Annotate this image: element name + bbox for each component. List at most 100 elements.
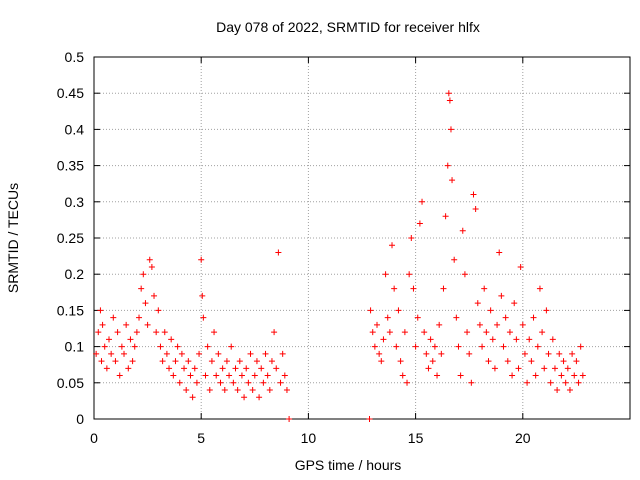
data-point [133,329,140,336]
data-point [268,358,275,365]
data-point [506,329,513,336]
data-point [442,213,449,220]
data-point [468,379,475,386]
y-tick-label: 0.15 [57,302,84,318]
data-point [93,350,100,357]
y-tick-label: 0.2 [65,266,85,282]
data-point [502,314,509,321]
data-point [198,256,205,263]
data-point [571,372,578,379]
data-point [440,285,447,292]
data-point [264,372,271,379]
data-point [114,329,121,336]
data-point [517,263,524,270]
data-point [208,358,215,365]
data-point [187,372,194,379]
data-point [138,285,145,292]
data-point [509,372,516,379]
data-point [539,329,546,336]
data-point [181,365,188,372]
data-point [251,372,258,379]
data-point [528,358,535,365]
data-point [446,97,453,104]
data-point [260,379,267,386]
data-point [204,343,211,350]
data-point [271,329,278,336]
data-point [112,358,119,365]
data-point [174,343,181,350]
data-point [427,336,434,343]
data-point [489,336,496,343]
data-point [464,329,471,336]
data-point [161,329,168,336]
data-point [472,206,479,213]
data-point [176,379,183,386]
data-point [110,314,117,321]
data-point [455,343,462,350]
y-tick-label: 0.45 [57,85,84,101]
data-point [491,365,498,372]
data-point [404,379,411,386]
data-point [511,300,518,307]
data-point [461,271,468,278]
data-point [545,350,552,357]
data-point [414,314,421,321]
data-point [498,292,505,299]
data-point [444,162,451,169]
data-point [419,198,426,205]
data-point [382,271,389,278]
data-point [200,314,207,321]
data-point [262,350,269,357]
data-point [479,343,486,350]
y-tick-label: 0.05 [57,375,84,391]
data-point [410,285,417,292]
data-point [466,350,473,357]
data-point [496,249,503,256]
data-point [215,350,222,357]
data-point [436,321,443,328]
data-point [144,321,151,328]
data-point [453,314,460,321]
data-point [391,285,398,292]
x-tick-label: 0 [90,430,98,446]
data-point [223,358,230,365]
data-point [389,242,396,249]
data-point [406,271,413,278]
data-point [393,343,400,350]
chart-title: Day 078 of 2022, SRMTID for receiver hlf… [216,19,480,35]
data-point [554,387,561,394]
data-point [279,350,286,357]
x-tick-label: 5 [197,430,205,446]
data-point [500,343,507,350]
data-point [451,256,458,263]
y-tick-label: 0.1 [65,339,85,355]
data-point [556,350,563,357]
data-point [526,336,533,343]
data-point [121,350,128,357]
x-tick-label: 20 [515,430,531,446]
data-point [157,343,164,350]
data-point [249,387,256,394]
data-point [476,321,483,328]
data-point [136,314,143,321]
data-point [97,307,104,314]
y-axis-label: SRMTID / TECUs [5,183,21,293]
data-point [232,365,239,372]
y-tick-label: 0.4 [65,121,85,137]
data-point [258,365,265,372]
data-point [286,416,293,422]
data-point [547,379,554,386]
data-point [253,358,260,365]
data-point [534,343,541,350]
data-point [562,379,569,386]
data-point [125,365,132,372]
data-point [256,394,263,401]
data-point [401,329,408,336]
data-point [151,292,158,299]
data-point [142,300,149,307]
data-point [577,343,584,350]
data-point [140,271,147,278]
data-point [494,321,501,328]
data-point [217,379,224,386]
data-point [238,372,245,379]
